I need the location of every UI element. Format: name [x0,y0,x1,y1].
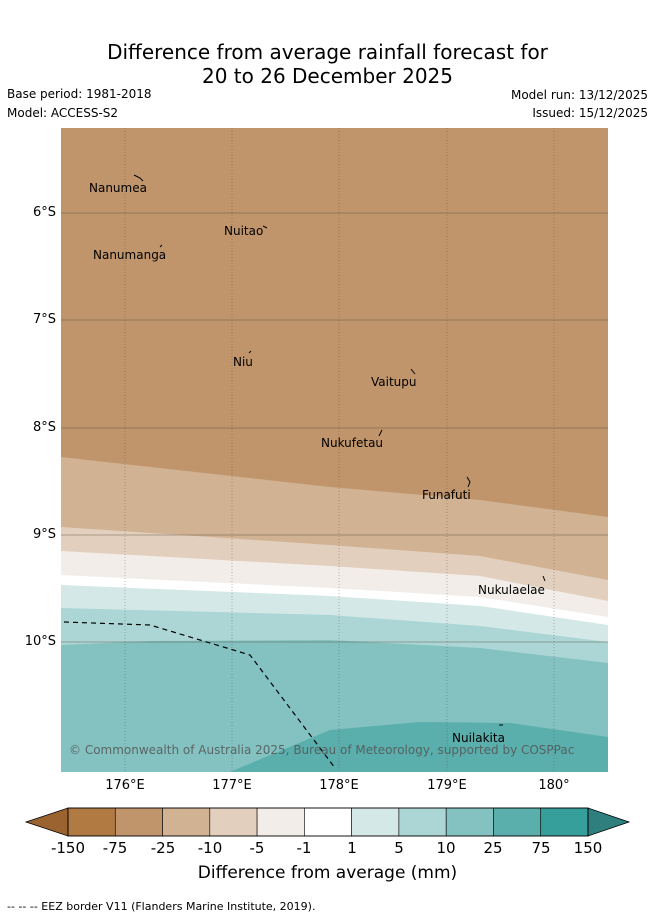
lon-label-178e: 178°E [319,778,359,793]
colorbar-label: 25 [483,839,503,857]
colorbar-cell [351,807,400,837]
island-nanumea [133,174,144,182]
place-label-nukufetau: Nukufetau [321,436,383,450]
colorbar-cells [67,807,589,837]
place-label-nanumanga: Nanumanga [93,248,166,262]
colorbar-cell [445,807,494,837]
colorbar-title: Difference from average (mm) [197,863,458,883]
place-label-vaitupu: Vaitupu [371,375,417,389]
island-nuitao [262,225,268,229]
colorbar-frame [67,807,589,837]
colorbar-label: -25 [150,839,176,857]
place-label-nanumea: Nanumea [89,181,147,195]
place-label-nuilakita: Nuilakita [452,731,505,745]
colorbar-label: -75 [102,839,128,857]
lat-label-6s: 6°S [32,205,56,220]
colorbar [24,807,631,837]
colorbar-cell [162,807,211,837]
lon-label-179e: 179°E [427,778,467,793]
island-nanumanga [159,244,163,248]
island-vaitupu [410,368,416,375]
band-plus-75 [230,722,608,772]
lat-label-8s: 8°S [32,420,56,435]
colorbar-cell [67,807,116,837]
colorbar-cell [114,807,163,837]
colorbar-label: 1 [347,839,357,857]
chart-title: Difference from average rainfall forecas… [0,40,655,88]
colorbar-cell [540,807,589,837]
graticule [61,128,608,772]
model-run: Model run: 13/12/2025 [510,88,648,102]
eez-legend: -- -- -- EEZ border V11 (Flanders Marine… [7,900,316,913]
base-period: Base period: 1981-2018 [7,87,152,101]
lat-label-7s: 7°S [32,312,56,327]
colorbar-label: 10 [436,839,456,857]
eez-border [63,621,336,769]
colorbar-arrow-high [587,807,631,837]
model-name: Model: ACCESS-S2 [7,106,119,120]
island-niu [248,350,252,354]
colorbar-label: -5 [249,839,265,857]
colorbar-label: -10 [197,839,223,857]
lon-label-177e: 177°E [212,778,252,793]
colorbar-cell [493,807,542,837]
colorbar-label: -150 [50,839,86,857]
place-label-niu: Niu [233,355,253,369]
colorbar-cell [256,807,305,837]
place-label-nukulaelae: Nukulaelae [478,583,545,597]
colorbar-label: 75 [531,839,551,857]
colorbar-cell [304,807,352,837]
colorbar-label: 5 [394,839,404,857]
colorbar-arrow-low [24,807,69,837]
title-line-1: Difference from average rainfall forecas… [107,40,548,64]
lon-label-176e: 176°E [105,778,145,793]
place-label-nuitao: Nuitao [224,224,263,238]
lon-label-180: 180° [538,778,570,793]
lat-label-9s: 9°S [32,527,56,542]
island-nukufetau [378,429,383,437]
island-funafuti [466,476,471,488]
island-outlines [133,174,546,726]
colorbar-cell [209,807,258,837]
colorbar-cell [398,807,447,837]
island-nukulaelae [542,575,546,582]
map-area: Nanumea Nuitao Nanumanga Niu Vaitupu Nuk… [61,128,608,772]
title-line-2: 20 to 26 December 2025 [201,64,453,88]
colorbar-label: -1 [296,839,312,857]
lat-label-10s: 10°S [24,634,56,649]
colorbar-label: 150 [573,839,603,857]
place-label-funafuti: Funafuti [422,488,471,502]
issued-date: Issued: 15/12/2025 [532,106,648,120]
copyright-notice: © Commonwealth of Australia 2025, Bureau… [69,743,574,757]
